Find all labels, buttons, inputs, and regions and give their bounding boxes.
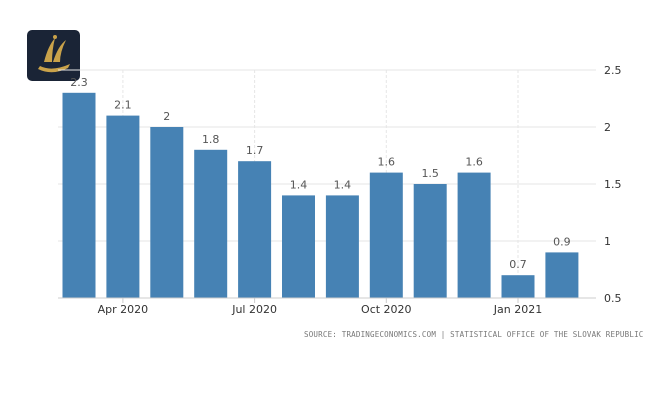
bar [325,195,359,298]
bar-value-label: 2 [163,110,170,123]
bar [194,149,228,298]
bar-value-label: 2.3 [70,76,88,89]
logo [27,30,80,81]
bars [62,92,579,298]
x-axis: Apr 2020 Jul 2020 Oct 2020 Jan 2021 [58,297,596,316]
bar-value-label: 1.6 [378,156,396,169]
source-note: SOURCE: TRADINGECONOMICS.COM | STATISTIC… [304,330,644,339]
bar [238,161,272,298]
bar [457,172,491,298]
bar-value-label: 2.1 [114,99,132,112]
bar-value-label: 0.9 [553,235,571,248]
bar-value-label: 1.4 [290,178,308,191]
bar-value-label: 1.6 [465,156,483,169]
bar [282,195,315,298]
bar-value-label: 1.4 [334,178,352,191]
y-axis: 0.5 1 1.5 2 2.5 [604,64,622,305]
bar-value-label: 1.8 [202,133,220,146]
bar [106,115,140,298]
x-tick-label: Jan 2021 [493,303,542,316]
x-tick-label: Apr 2020 [98,303,149,316]
y-tick-label: 2 [604,121,611,134]
bar-value-label: 1.5 [421,167,439,180]
y-tick-label: 1.5 [604,178,622,191]
y-tick-label: 0.5 [604,292,622,305]
bar [413,184,447,298]
bar [545,252,579,298]
bar-value-label: 0.7 [509,258,527,271]
bar [369,172,403,298]
bar [501,275,535,298]
bar-value-label: 1.7 [246,144,264,157]
y-tick-label: 2.5 [604,64,622,77]
data-labels: 2.3 2.1 2 1.8 1.7 1.4 1.4 1.6 1.5 1.6 0.7 0.9 [70,76,570,271]
y-tick-label: 1 [604,235,611,248]
bar [150,127,184,298]
x-tick-label: Jul 2020 [231,303,277,316]
x-tick-label: Oct 2020 [361,303,412,316]
bar [62,92,96,298]
